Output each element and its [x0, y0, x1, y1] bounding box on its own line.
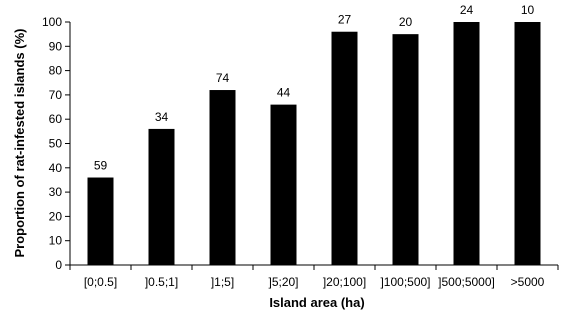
- y-tick-label: 100: [42, 15, 62, 29]
- bar: [270, 104, 297, 266]
- bar-data-label: 27: [338, 13, 352, 27]
- x-tick-label: ]20;100]: [323, 275, 366, 289]
- bar-data-label: 10: [521, 3, 535, 17]
- y-tick-label: 50: [49, 137, 63, 151]
- y-axis: 0 10 20 30 40 50 60 70 80 90 100: [42, 15, 71, 272]
- bars: [87, 22, 541, 266]
- bar-data-label: 24: [460, 3, 474, 17]
- bar: [148, 128, 175, 265]
- y-tick-label: 80: [49, 64, 63, 78]
- x-tick-label: ]5;20]: [268, 275, 298, 289]
- y-tick-label: 0: [55, 258, 62, 272]
- y-tick-label: 10: [49, 234, 63, 248]
- bar-data-label: 74: [216, 71, 230, 85]
- bar: [453, 22, 480, 265]
- y-tick-label: 60: [49, 112, 63, 126]
- bar: [392, 34, 419, 266]
- y-tick-label: 90: [49, 39, 63, 53]
- x-axis-title: Island area (ha): [269, 295, 364, 310]
- y-tick-label: 30: [49, 185, 63, 199]
- x-tick-label: >5000: [511, 275, 545, 289]
- bar-data-label: 20: [399, 15, 413, 29]
- data-labels: 59 34 74 44 27 20 24 10: [94, 3, 535, 173]
- x-tick-label: [0;0.5]: [84, 275, 117, 289]
- bar: [87, 177, 114, 265]
- bar-data-label: 34: [155, 110, 169, 124]
- x-tick-label: ]100;500]: [380, 275, 430, 289]
- y-axis-title: Proportion of rat-infested islands (%): [12, 29, 27, 258]
- x-tick-label: ]1;5]: [211, 275, 234, 289]
- x-tick-label: ]500;5000]: [438, 275, 495, 289]
- x-tick-label: ]0.5;1]: [145, 275, 178, 289]
- y-tick-label: 70: [49, 88, 63, 102]
- y-tick-label: 20: [49, 209, 63, 223]
- x-axis: [0;0.5] ]0.5;1] ]1;5] ]5;20] ]20;100] ]100;50…: [69, 264, 559, 289]
- bar: [514, 22, 541, 265]
- y-tick-label: 40: [49, 161, 63, 175]
- bar: [331, 31, 358, 265]
- bar-data-label: 59: [94, 159, 108, 173]
- bar: [209, 90, 236, 265]
- bar-data-label: 44: [277, 86, 291, 100]
